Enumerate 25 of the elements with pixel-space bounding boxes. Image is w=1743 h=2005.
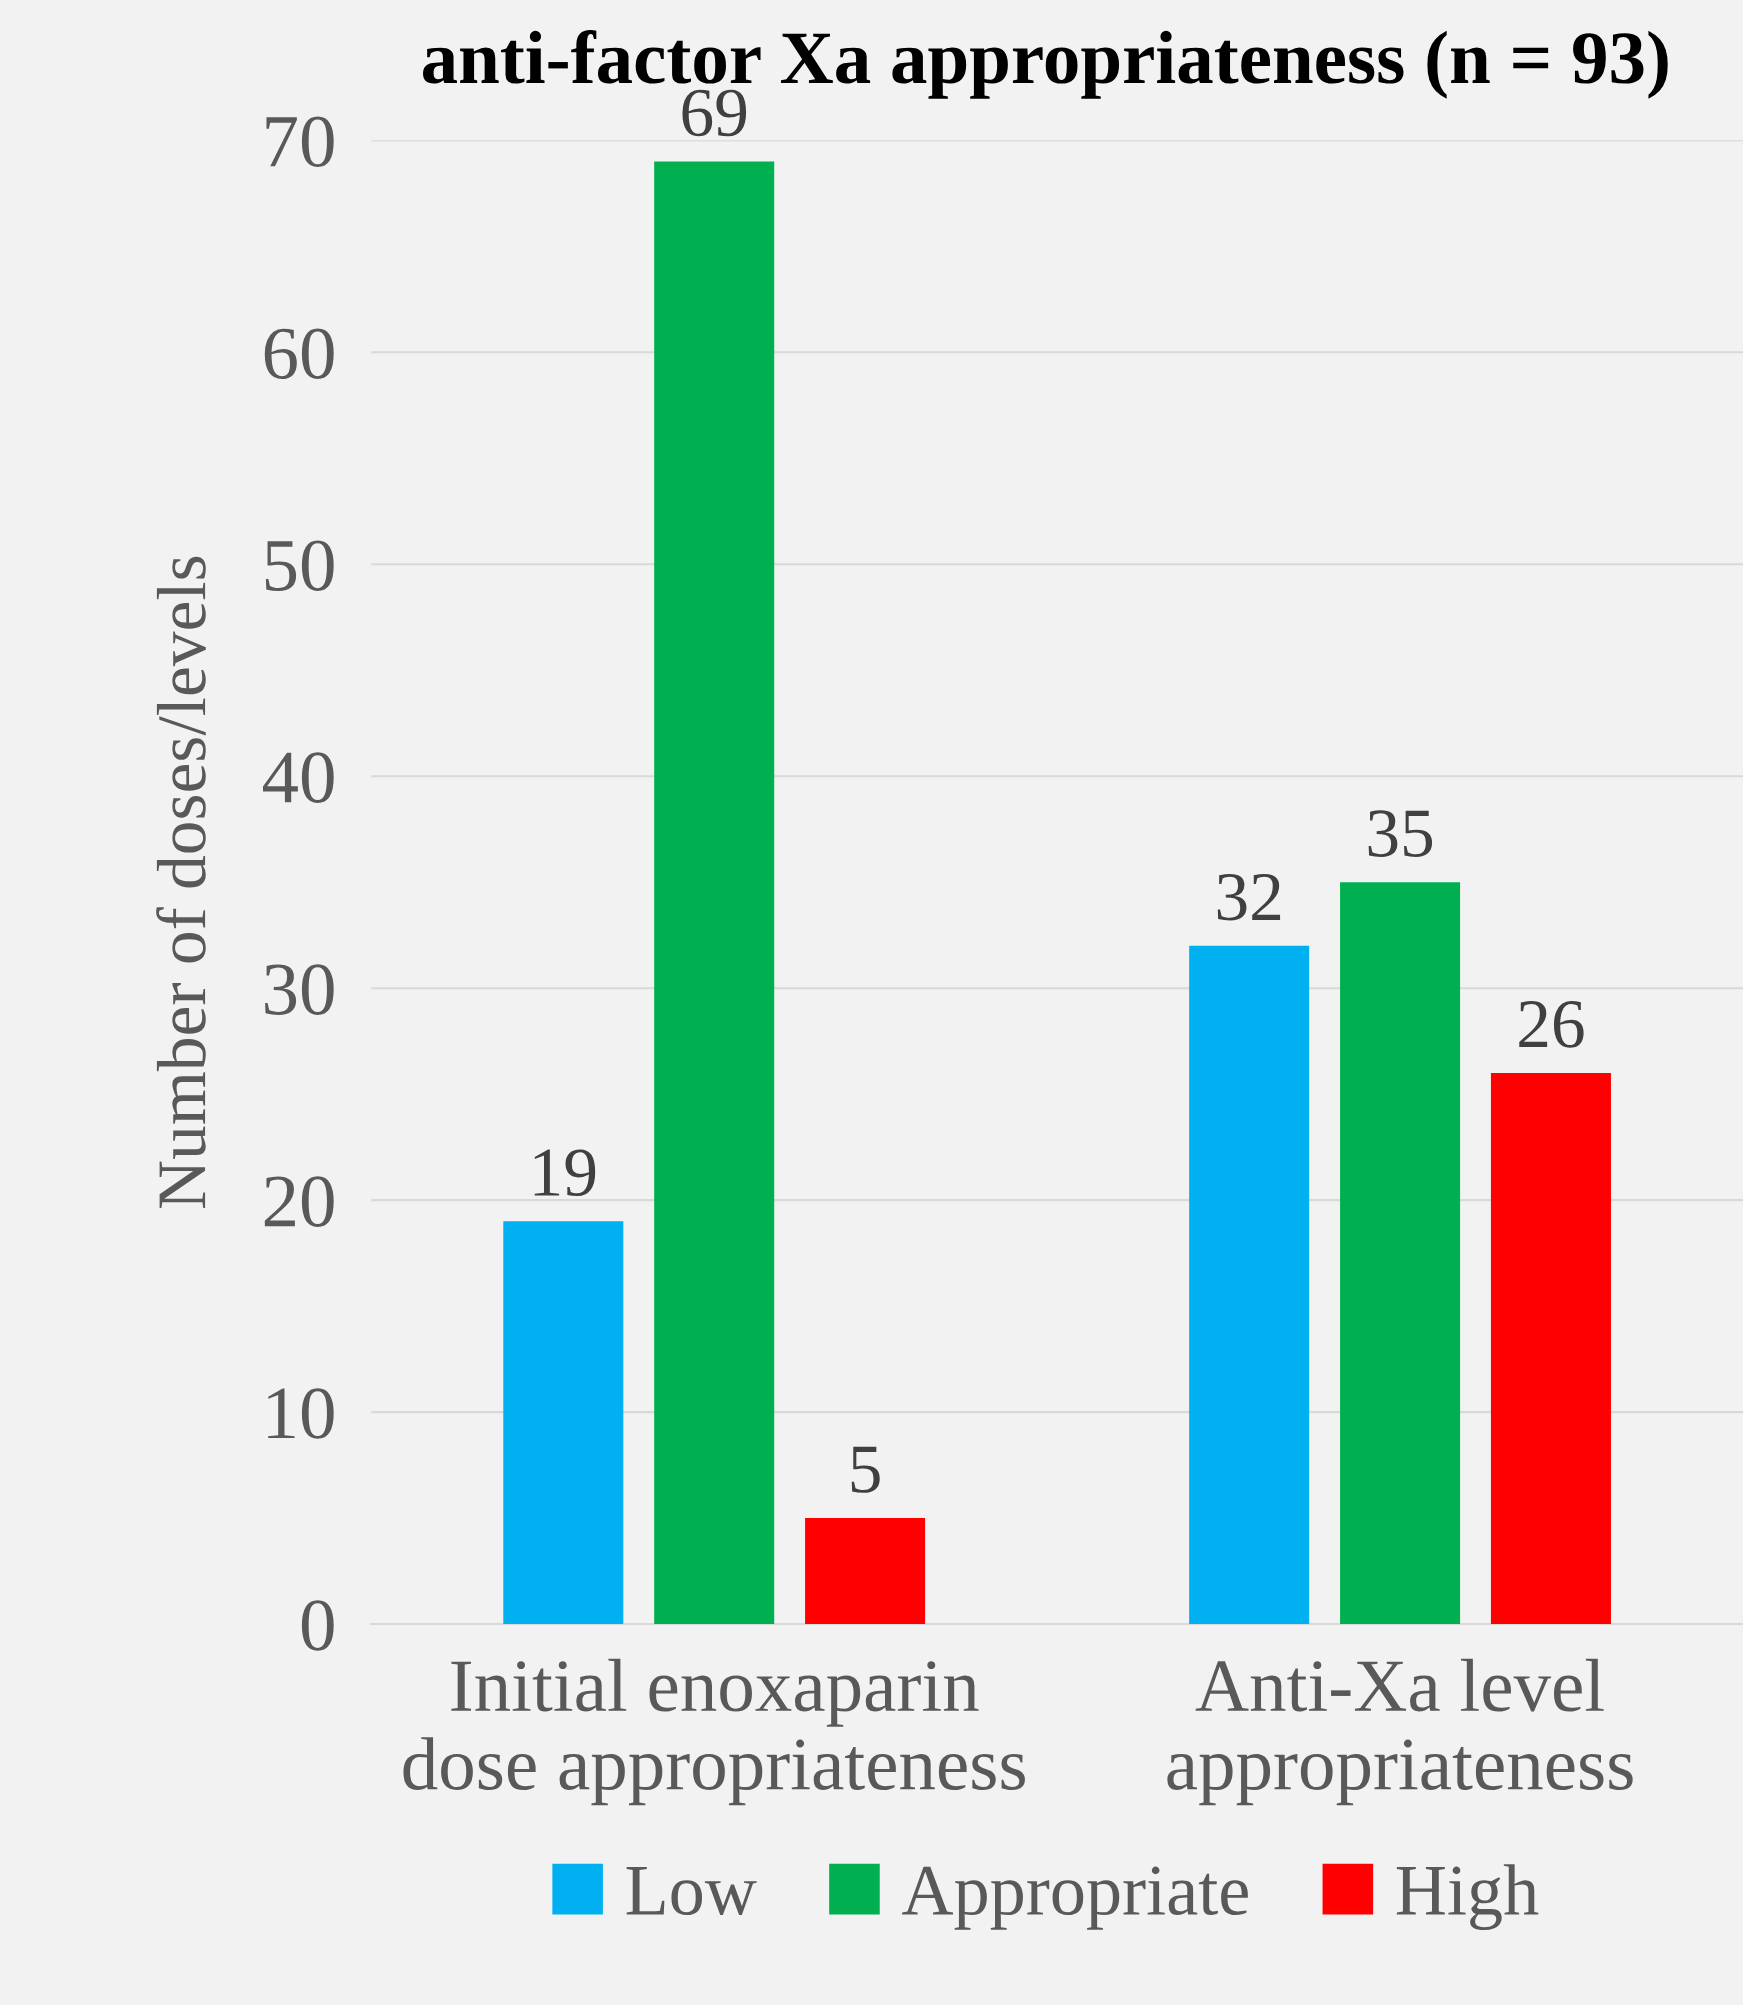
data-label: 35 — [1368, 810, 1433, 857]
y-tick-label: 0 — [301, 1600, 334, 1651]
bar — [1490, 1072, 1611, 1625]
legend-label: High — [1396, 1864, 1539, 1930]
data-label: 26 — [1519, 1001, 1584, 1048]
data-label: 5 — [851, 1446, 880, 1493]
y-tick-label: 50 — [265, 540, 334, 592]
data-label: 19 — [534, 1149, 596, 1197]
y-tick-label: 10 — [268, 1388, 334, 1439]
y-axis-title: Number of doses/levels — [156, 556, 206, 1209]
y-tick-label: 70 — [266, 116, 334, 168]
legend-label: Appropriate — [902, 1866, 1248, 1930]
y-tick-label: 40 — [263, 752, 334, 803]
y-tick-label: 30 — [265, 964, 334, 1015]
y-tick-label: 60 — [264, 328, 334, 380]
data-label: 32 — [1217, 873, 1281, 921]
bar — [503, 1221, 624, 1625]
x-tick-label: Initial enoxaparin dose appropriateness — [403, 1658, 1025, 1806]
x-tick-label: Anti-Xa level appropriateness — [1167, 1658, 1633, 1806]
bar — [1189, 945, 1310, 1625]
legend-label: Low — [626, 1867, 757, 1916]
bar — [805, 1518, 926, 1625]
bar — [1340, 882, 1461, 1625]
bar — [654, 161, 775, 1625]
y-tick-label: 20 — [264, 1176, 334, 1227]
